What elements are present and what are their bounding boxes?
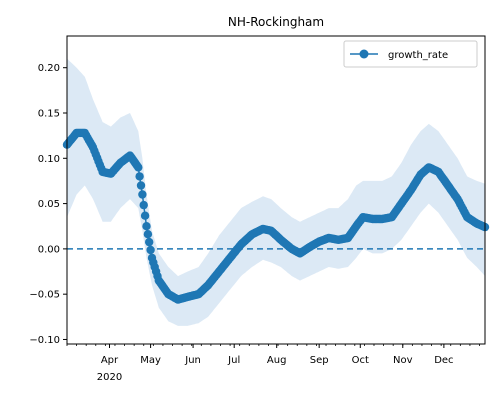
x-tick-label: Apr [101, 355, 119, 366]
legend: growth_rate [343, 40, 478, 68]
y-tick-label: 0.15 [38, 109, 60, 120]
y-tick-label: 0.20 [38, 63, 60, 74]
data-point [138, 190, 147, 199]
data-point [136, 181, 146, 190]
x-tick-label: Oct [352, 355, 369, 366]
x-tick-label: May [140, 355, 161, 366]
data-point [146, 245, 155, 255]
axes: −0.10 −0.05 0.00 0.05 0.10 0.15 0.20 Apr May Jun J… [29, 35, 486, 383]
x-tick-label: Aug [267, 355, 287, 366]
x-tick-label: Dec [434, 355, 453, 366]
x-tick-label: Sep [310, 355, 329, 366]
data-point [145, 237, 154, 247]
y-tick-label: 0.00 [38, 244, 60, 255]
legend-frame [343, 40, 478, 68]
chart-title: NH-Rockingham [228, 15, 324, 29]
y-tick-label: 0.05 [38, 199, 60, 210]
x-year-label: 2020 [97, 372, 122, 383]
plot-area [62, 58, 490, 326]
plot-frame [66, 35, 486, 345]
x-tick-label: Jun [184, 355, 201, 366]
y-tick-label: −0.10 [29, 335, 60, 346]
data-point [139, 200, 148, 210]
y-tick-label: −0.05 [29, 290, 60, 301]
data-point [140, 211, 150, 220]
data-point [134, 163, 143, 172]
legend-label: growth_rate [388, 50, 448, 61]
y-tick-label: 0.10 [38, 154, 60, 165]
confidence-band [67, 58, 485, 326]
data-point [143, 230, 153, 239]
x-tick-label: Nov [393, 355, 413, 366]
legend-swatch-marker [359, 49, 369, 59]
data-point [135, 172, 144, 181]
data-point [142, 222, 151, 231]
x-tick-label: Jul [227, 355, 240, 366]
